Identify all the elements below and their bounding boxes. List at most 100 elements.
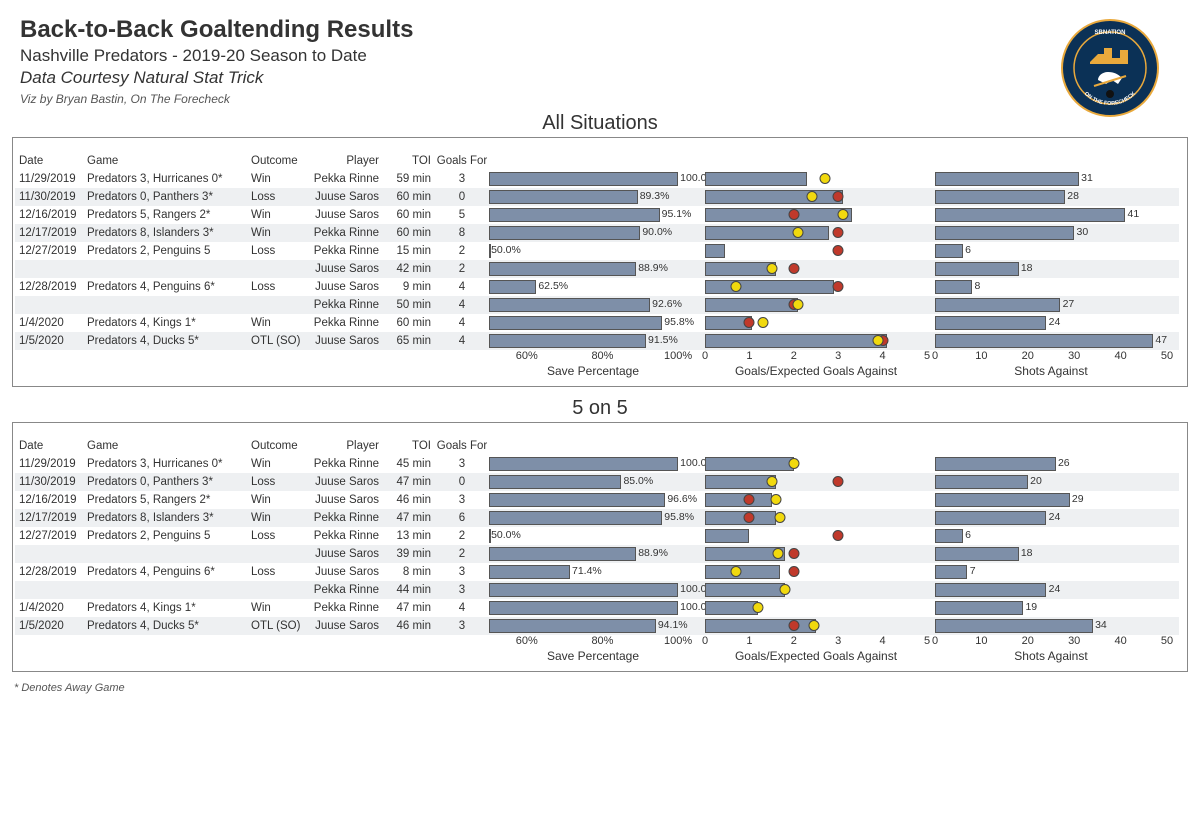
panel: DateGameOutcomePlayerTOIGoals For11/29/2… xyxy=(12,422,1188,672)
savepct-cell: 100.0% xyxy=(489,581,697,599)
goals-cell xyxy=(705,455,927,473)
savepct-cell: 100.0% xyxy=(489,599,697,617)
ga-marker xyxy=(788,548,799,559)
table-row: 12/16/2019Predators 5, Rangers 2*WinJuus… xyxy=(15,491,1179,509)
ga-marker xyxy=(833,281,844,292)
savepct-cell: 91.5% xyxy=(489,332,697,350)
panel: DateGameOutcomePlayerTOIGoals For11/29/2… xyxy=(12,137,1188,387)
xga-marker xyxy=(753,602,764,613)
savepct-cell: 88.9% xyxy=(489,260,697,278)
goals-cell xyxy=(705,296,927,314)
section-title: All Situations xyxy=(0,112,1200,135)
table-header: DateGameOutcomePlayerTOIGoals For xyxy=(15,152,1179,170)
page-title: Back-to-Back Goaltending Results xyxy=(20,16,1180,44)
savepct-cell: 94.1% xyxy=(489,617,697,635)
xga-marker xyxy=(766,476,777,487)
table-row: 1/4/2020Predators 4, Kings 1*WinPekka Ri… xyxy=(15,314,1179,332)
shots-cell: 18 xyxy=(935,545,1167,563)
savepct-cell: 88.9% xyxy=(489,545,697,563)
savepct-cell: 96.6% xyxy=(489,491,697,509)
ga-marker xyxy=(833,530,844,541)
shots-cell: 34 xyxy=(935,617,1167,635)
goals-cell xyxy=(705,527,927,545)
savepct-cell: 90.0% xyxy=(489,224,697,242)
table-row: 12/27/2019Predators 2, Penguins 5LossPek… xyxy=(15,527,1179,545)
axis-ticks: 60%80%100%01234501020304050 xyxy=(15,635,1179,649)
xga-marker xyxy=(793,227,804,238)
xga-marker xyxy=(806,191,817,202)
xga-marker xyxy=(808,620,819,631)
table-row: 1/4/2020Predators 4, Kings 1*WinPekka Ri… xyxy=(15,599,1179,617)
table-row: Juuse Saros42 min288.9%18 xyxy=(15,260,1179,278)
table-row: 11/30/2019Predators 0, Panthers 3*LossJu… xyxy=(15,473,1179,491)
goals-cell xyxy=(705,170,927,188)
table-row: Pekka Rinne44 min3100.0%24 xyxy=(15,581,1179,599)
savepct-cell: 85.0% xyxy=(489,473,697,491)
axis-ticks: 60%80%100%01234501020304050 xyxy=(15,350,1179,364)
section-title: 5 on 5 xyxy=(0,397,1200,420)
savepct-cell: 62.5% xyxy=(489,278,697,296)
goals-cell xyxy=(705,332,927,350)
xga-marker xyxy=(757,317,768,328)
shots-cell: 18 xyxy=(935,260,1167,278)
savepct-cell: 92.6% xyxy=(489,296,697,314)
table-row: 1/5/2020Predators 4, Ducks 5*OTL (SO)Juu… xyxy=(15,332,1179,350)
xga-marker xyxy=(773,548,784,559)
axis-labels: Save PercentageGoals/Expected Goals Agai… xyxy=(15,364,1179,380)
goals-cell xyxy=(705,206,927,224)
table-row: 12/17/2019Predators 8, Islanders 3*WinPe… xyxy=(15,224,1179,242)
ga-marker xyxy=(833,476,844,487)
ga-marker xyxy=(744,317,755,328)
goals-cell xyxy=(705,491,927,509)
table-row: 12/16/2019Predators 5, Rangers 2*WinJuus… xyxy=(15,206,1179,224)
ga-marker xyxy=(788,566,799,577)
table-row: 12/17/2019Predators 8, Islanders 3*WinPe… xyxy=(15,509,1179,527)
xga-marker xyxy=(873,335,884,346)
xga-marker xyxy=(771,494,782,505)
table-row: 11/30/2019Predators 0, Panthers 3*LossJu… xyxy=(15,188,1179,206)
shots-cell: 24 xyxy=(935,581,1167,599)
shots-cell: 27 xyxy=(935,296,1167,314)
table-row: Juuse Saros39 min288.9%18 xyxy=(15,545,1179,563)
savepct-cell: 89.3% xyxy=(489,188,697,206)
table-row: 12/28/2019Predators 4, Penguins 6*LossJu… xyxy=(15,278,1179,296)
xga-marker xyxy=(766,263,777,274)
xga-marker xyxy=(788,458,799,469)
goals-cell xyxy=(705,188,927,206)
ga-marker xyxy=(788,263,799,274)
shots-cell: 6 xyxy=(935,242,1167,260)
shots-cell: 24 xyxy=(935,314,1167,332)
savepct-cell: 95.8% xyxy=(489,314,697,332)
xga-marker xyxy=(819,173,830,184)
goals-cell xyxy=(705,599,927,617)
savepct-cell: 95.1% xyxy=(489,206,697,224)
shots-cell: 41 xyxy=(935,206,1167,224)
shots-cell: 31 xyxy=(935,170,1167,188)
goals-cell xyxy=(705,278,927,296)
goals-cell xyxy=(705,545,927,563)
table-row: 11/29/2019Predators 3, Hurricanes 0*WinP… xyxy=(15,170,1179,188)
savepct-cell: 95.8% xyxy=(489,509,697,527)
xga-marker xyxy=(837,209,848,220)
header: Back-to-Back Goaltending Results Nashvil… xyxy=(0,0,1200,110)
table-row: 12/27/2019Predators 2, Penguins 5LossPek… xyxy=(15,242,1179,260)
ga-marker xyxy=(744,512,755,523)
axis-labels: Save PercentageGoals/Expected Goals Agai… xyxy=(15,649,1179,665)
shots-cell: 28 xyxy=(935,188,1167,206)
shots-cell: 8 xyxy=(935,278,1167,296)
ga-marker xyxy=(788,209,799,220)
shots-cell: 7 xyxy=(935,563,1167,581)
shots-cell: 19 xyxy=(935,599,1167,617)
table-row: Pekka Rinne50 min492.6%27 xyxy=(15,296,1179,314)
goals-cell xyxy=(705,242,927,260)
goals-cell xyxy=(705,617,927,635)
goals-cell xyxy=(705,260,927,278)
table-header: DateGameOutcomePlayerTOIGoals For xyxy=(15,437,1179,455)
shots-cell: 20 xyxy=(935,473,1167,491)
table-row: 11/29/2019Predators 3, Hurricanes 0*WinP… xyxy=(15,455,1179,473)
viz-credit: Viz by Bryan Bastin, On The Forecheck xyxy=(20,92,1180,106)
savepct-cell: 100.0% xyxy=(489,455,697,473)
table-row: 1/5/2020Predators 4, Ducks 5*OTL (SO)Juu… xyxy=(15,617,1179,635)
ga-marker xyxy=(833,245,844,256)
savepct-cell: 71.4% xyxy=(489,563,697,581)
